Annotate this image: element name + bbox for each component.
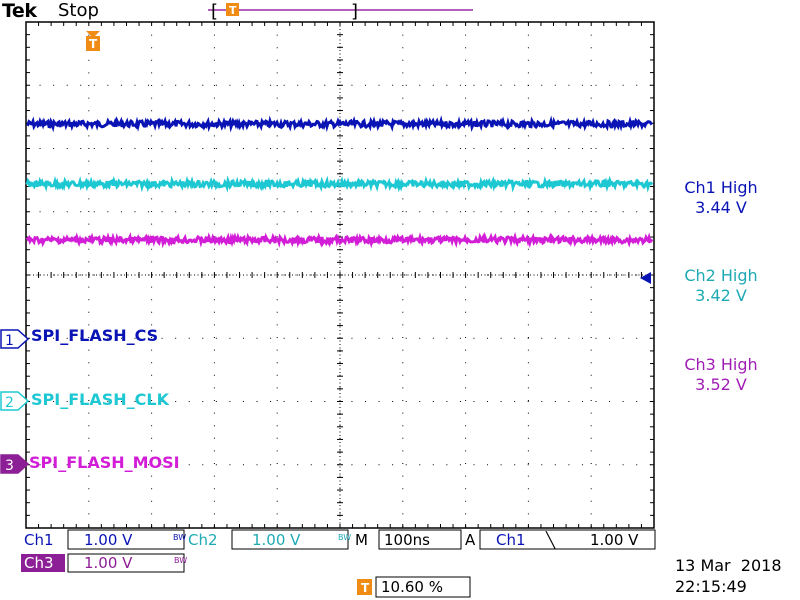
record-trigger-icon — [226, 3, 239, 16]
trigger-source[interactable]: Ch1 — [496, 531, 526, 549]
trigger-label: A — [465, 531, 476, 549]
ch2-scale-value[interactable]: 1.00 V — [252, 531, 301, 549]
measurement-label: Ch3 High — [684, 355, 758, 374]
svg-text:2: 2 — [5, 395, 14, 411]
ch1-marker[interactable]: 1 — [0, 329, 30, 353]
trigger-position-marker[interactable]: T — [86, 31, 100, 51]
ch2-bandwidth-limit-icon: BW — [338, 533, 352, 542]
svg-text:T: T — [89, 37, 98, 51]
ch2-name: SPI_FLASH_CLK — [31, 390, 169, 409]
brand-logo: Tek — [2, 0, 37, 22]
timebase-value[interactable]: 100ns — [384, 531, 430, 549]
trigger-level-arrow[interactable] — [640, 272, 651, 284]
date-display: 13 Mar 2018 — [675, 556, 782, 575]
measurement-ch3-high: Ch3 High 3.52 V — [656, 355, 786, 395]
traces — [25, 115, 654, 249]
ch2-trace — [25, 175, 654, 193]
svg-text:]: ] — [351, 1, 358, 22]
trigger-level-value[interactable]: 1.00 V — [590, 531, 639, 549]
ch2-scale-label[interactable]: Ch2 — [188, 531, 218, 549]
status-bar-frame: T — [21, 529, 656, 598]
ch1-scale-label[interactable]: Ch1 — [24, 531, 54, 549]
falling-edge-icon[interactable]: ╲ — [546, 531, 556, 549]
ch3-marker[interactable]: 3 — [0, 454, 30, 478]
record-bar: [ ] T — [208, 1, 473, 22]
ch3-name: SPI_FLASH_MOSI — [29, 453, 180, 472]
ch2-marker[interactable]: 2 — [0, 391, 30, 415]
graticule — [25, 21, 655, 529]
measurement-ch2-high: Ch2 High 3.42 V — [656, 266, 786, 306]
trigger-position-value[interactable]: 10.60 % — [381, 578, 443, 596]
timebase-label: M — [355, 531, 368, 549]
ch3-scale-label[interactable]: Ch3 — [24, 554, 54, 572]
measurement-value: 3.44 V — [695, 198, 747, 217]
ch1-scale-value[interactable]: 1.00 V — [84, 531, 133, 549]
measurement-ch1-high: Ch1 High 3.44 V — [656, 178, 786, 218]
acquisition-state: Stop — [58, 0, 99, 21]
measurement-value: 3.52 V — [695, 375, 747, 394]
measurement-value: 3.42 V — [695, 286, 747, 305]
ch1-bandwidth-limit-icon: BW — [173, 533, 187, 542]
svg-text:T: T — [361, 581, 370, 595]
trigger-position-icon — [357, 579, 372, 595]
svg-text:T: T — [229, 4, 237, 17]
ch1-trace — [26, 115, 653, 133]
ch3-scale-value[interactable]: 1.00 V — [84, 554, 133, 572]
ch1-name: SPI_FLASH_CS — [31, 326, 159, 345]
measurement-label: Ch2 High — [684, 266, 758, 285]
time-display: 22:15:49 — [675, 577, 747, 596]
measurement-label: Ch1 High — [684, 178, 758, 197]
svg-text:[: [ — [211, 1, 218, 22]
ch3-bandwidth-limit-icon: BW — [174, 556, 188, 565]
ch3-trace — [25, 231, 654, 249]
svg-text:1: 1 — [5, 333, 14, 349]
svg-text:3: 3 — [5, 458, 14, 474]
